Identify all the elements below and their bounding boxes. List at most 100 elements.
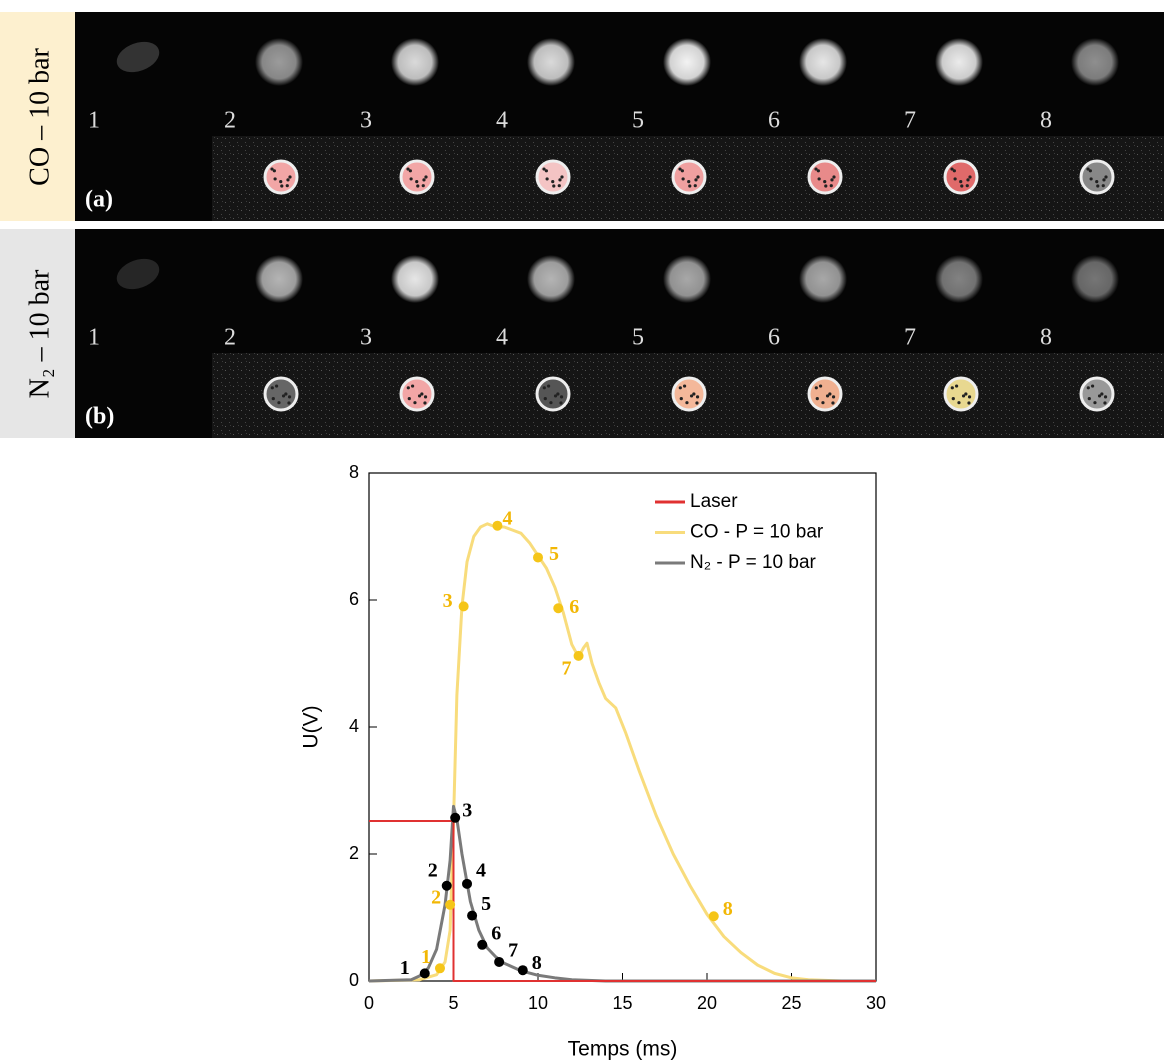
point-label: 8 — [532, 952, 542, 974]
x-tick-label: 10 — [528, 993, 548, 1013]
frame-number: 7 — [904, 108, 916, 134]
point-marker — [494, 956, 505, 967]
y-tick-label: 0 — [349, 970, 359, 990]
speck — [960, 184, 964, 188]
y-axis-label: U(V) — [300, 705, 323, 748]
x-axis-label: Temps (ms) — [568, 1038, 678, 1061]
speck — [695, 401, 699, 405]
speck — [277, 401, 281, 405]
point-label: 1 — [400, 957, 410, 979]
speck — [552, 184, 556, 188]
point-marker — [553, 603, 564, 614]
speck — [964, 392, 968, 396]
speck — [413, 401, 417, 405]
speck — [1097, 394, 1102, 398]
y-tick-label: 2 — [349, 843, 359, 863]
speck — [678, 167, 682, 171]
point-label: 4 — [502, 507, 512, 529]
speck — [284, 392, 288, 396]
speck — [287, 401, 291, 405]
blob — [116, 41, 160, 73]
panel-label: N₂ – 10 bar — [24, 269, 55, 398]
flame — [935, 38, 983, 86]
speck — [817, 177, 821, 181]
speck — [821, 401, 825, 405]
flame — [663, 38, 711, 86]
speck — [1087, 397, 1091, 401]
y-tick-label: 8 — [349, 462, 359, 482]
speck — [1096, 184, 1100, 188]
speck — [823, 180, 827, 184]
speck — [680, 169, 684, 173]
diff-ring — [399, 376, 435, 412]
speck — [1086, 386, 1090, 390]
speck — [273, 177, 277, 181]
speck — [814, 386, 818, 390]
diff-ring — [1079, 159, 1115, 195]
speck — [544, 169, 548, 173]
speck — [968, 175, 972, 179]
point-marker — [533, 552, 543, 563]
frame-number: 1 — [88, 325, 100, 351]
speck — [270, 167, 274, 171]
flame — [1071, 255, 1119, 303]
frame-number: 6 — [768, 108, 780, 134]
frame — [663, 255, 711, 303]
frame — [663, 38, 711, 86]
diff-ring — [943, 159, 979, 195]
speck — [814, 167, 818, 171]
point-label: 6 — [491, 922, 501, 944]
point-marker — [492, 520, 503, 531]
speck — [818, 384, 823, 388]
frame — [391, 38, 439, 86]
speck — [416, 184, 420, 188]
diff-ring — [263, 376, 299, 412]
point-label: 4 — [476, 859, 486, 881]
flame — [663, 255, 711, 303]
frame — [1071, 38, 1119, 86]
speck — [824, 184, 828, 188]
speck — [271, 397, 275, 401]
x-tick-label: 25 — [781, 993, 801, 1013]
speck — [558, 178, 562, 182]
speck — [695, 395, 700, 399]
speck — [965, 184, 969, 188]
point-label: 2 — [431, 886, 441, 908]
frame — [391, 255, 439, 303]
frame-number: 1 — [88, 108, 100, 134]
speck — [685, 401, 689, 405]
speck — [692, 392, 696, 396]
frame-number: 2 — [224, 108, 236, 134]
speck — [1086, 167, 1090, 171]
flame — [935, 255, 983, 303]
diff-ring — [807, 159, 843, 195]
point-label: 3 — [462, 799, 472, 821]
flame — [799, 255, 847, 303]
speck — [406, 386, 410, 390]
speck — [1093, 401, 1097, 405]
flame — [527, 255, 575, 303]
speck — [815, 397, 819, 401]
series-line — [369, 819, 876, 982]
speck — [830, 178, 834, 182]
point-marker — [517, 965, 528, 976]
speck — [679, 397, 683, 401]
point-label: 3 — [443, 590, 453, 612]
frame-number: 3 — [360, 108, 372, 134]
speck — [696, 175, 700, 179]
speck — [410, 384, 415, 388]
frame — [935, 255, 983, 303]
x-tick-label: 0 — [364, 993, 374, 1013]
diff-ring — [943, 376, 979, 412]
speck — [420, 392, 424, 396]
speck — [831, 401, 835, 405]
x-tick-label: 20 — [697, 993, 717, 1013]
speck — [406, 167, 410, 171]
speck — [831, 395, 836, 399]
speck — [832, 175, 836, 179]
speck — [279, 180, 283, 184]
speck — [407, 397, 411, 401]
point-marker — [434, 963, 445, 974]
speck — [966, 178, 970, 182]
